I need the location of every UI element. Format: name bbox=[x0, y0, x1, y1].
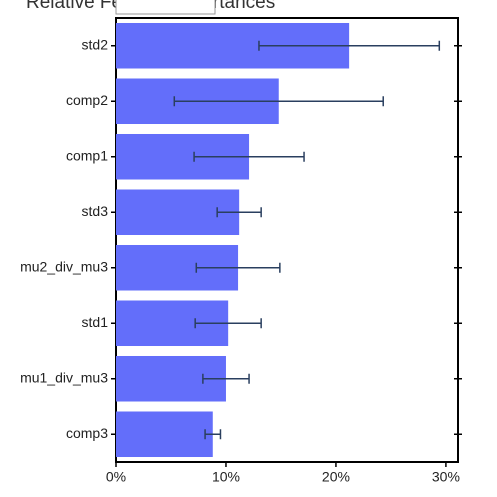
x-tick-label: 0% bbox=[106, 469, 126, 485]
y-tick-label: comp3 bbox=[66, 425, 108, 441]
y-tick-label: comp1 bbox=[66, 147, 108, 163]
y-tick-label: std3 bbox=[82, 203, 109, 219]
y-tick-label: comp2 bbox=[66, 92, 108, 108]
x-tick-label: 20% bbox=[322, 469, 350, 485]
bar bbox=[116, 411, 213, 458]
y-tick-label: std2 bbox=[82, 36, 109, 52]
x-tick-label: 10% bbox=[212, 469, 240, 485]
plot-frame bbox=[115, 17, 459, 463]
x-tick-label: 30% bbox=[432, 469, 460, 485]
overlay-box bbox=[115, 0, 216, 15]
y-tick-label: mu1_div_mu3 bbox=[20, 369, 108, 385]
y-tick-label: mu2_div_mu3 bbox=[20, 258, 108, 274]
y-tick-label: std1 bbox=[82, 314, 109, 330]
